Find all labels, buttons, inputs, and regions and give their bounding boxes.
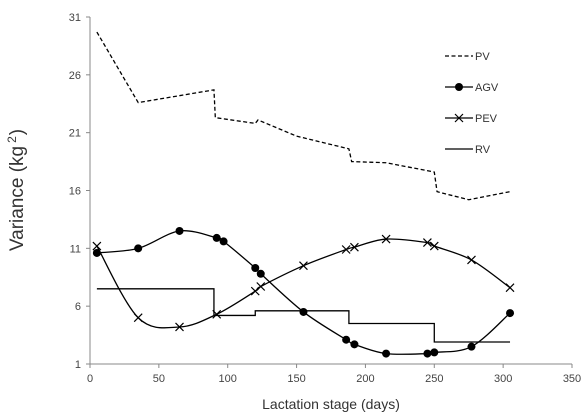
- data-point-agv: [134, 244, 143, 253]
- data-point-pev: [250, 286, 260, 296]
- data-point-pev: [175, 322, 184, 332]
- y-tick-label: 16: [69, 186, 81, 198]
- data-point-pev: [212, 309, 222, 319]
- data-point-agv: [467, 342, 476, 351]
- y-tick-label: 26: [69, 70, 81, 82]
- data-point-agv: [350, 340, 359, 349]
- legend-marker-pev: [454, 113, 464, 123]
- data-point-agv: [506, 309, 515, 318]
- data-point-agv: [175, 226, 184, 235]
- x-tick-label: 0: [87, 373, 93, 385]
- legend-marker-agv: [455, 83, 463, 91]
- data-point-agv: [92, 248, 101, 257]
- x-tick-label: 350: [563, 373, 581, 385]
- data-point-agv: [342, 335, 351, 344]
- y-tick-label: 21: [69, 128, 81, 140]
- series-markers: [92, 226, 515, 358]
- data-point-pev: [505, 283, 515, 293]
- data-point-agv: [299, 307, 308, 316]
- legend: PV AGV PEV RV: [445, 51, 499, 156]
- x-axis-title: Lactation stage (days): [262, 396, 400, 412]
- data-point-pev: [92, 241, 102, 251]
- legend-label-pev: PEV: [475, 113, 498, 125]
- y-tick-label: 1: [75, 359, 81, 371]
- y-tick-label: 31: [69, 12, 81, 24]
- data-point-agv: [430, 348, 439, 357]
- data-point-pev: [133, 313, 143, 323]
- legend-label-pv: PV: [475, 51, 490, 63]
- data-point-agv: [382, 349, 391, 358]
- legend-label-agv: AGV: [475, 82, 499, 94]
- data-point-pev: [256, 282, 266, 291]
- y-axis-title-close: ): [7, 129, 28, 135]
- series-lines: [96, 31, 511, 355]
- x-tick-label: 300: [494, 373, 512, 385]
- y-axis-title: Variance (kg 2): [5, 129, 28, 251]
- y-axis-title-superscript: 2: [5, 136, 19, 143]
- series-line-pv: [96, 31, 511, 201]
- data-point-pev: [429, 241, 439, 251]
- y-tick-label: 6: [75, 301, 81, 313]
- series-line-agv: [96, 230, 511, 355]
- data-point-agv: [219, 237, 228, 246]
- axes: [89, 17, 572, 365]
- data-point-pev: [299, 261, 308, 271]
- x-tick-label: 150: [287, 373, 305, 385]
- data-point-pev: [422, 238, 432, 247]
- x-tick-label: 50: [153, 373, 165, 385]
- x-tick-label: 250: [425, 373, 443, 385]
- data-point-pev: [467, 255, 476, 265]
- data-point-agv: [423, 349, 432, 358]
- x-tick-label: 200: [356, 373, 374, 385]
- data-point-agv: [212, 233, 221, 242]
- data-point-pev: [381, 234, 391, 244]
- data-point-pev: [341, 245, 351, 254]
- x-tick-label: 100: [219, 373, 237, 385]
- data-point-agv: [251, 263, 260, 272]
- data-point-agv: [256, 269, 265, 278]
- data-point-pev: [349, 242, 359, 252]
- y-axis-title-main: Variance (kg: [7, 146, 28, 251]
- legend-label-rv: RV: [475, 144, 491, 156]
- y-tick-label: 11: [70, 243, 81, 255]
